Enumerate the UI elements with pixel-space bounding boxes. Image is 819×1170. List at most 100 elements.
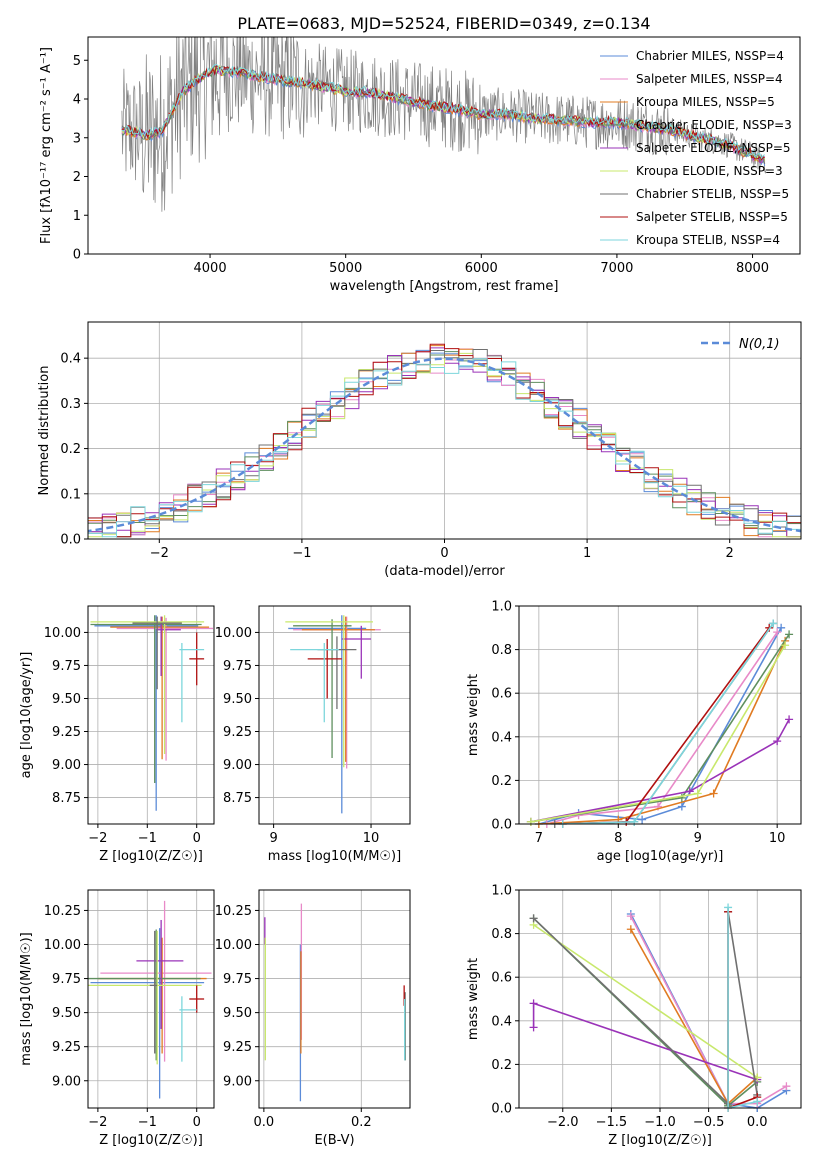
y-tick-label: 0.2 xyxy=(491,774,512,789)
plot-frame xyxy=(87,321,802,540)
y-tick-label: 9.25 xyxy=(223,1040,252,1055)
y-tick-label: 10.00 xyxy=(215,626,252,641)
y-tick-label: 9.50 xyxy=(223,1006,252,1021)
age-vs-Z-panel: −2 −1 0 8.75 9.00 9.25 9.50 9.75 10.00 Z [log10(Z… xyxy=(19,605,215,864)
weight-line xyxy=(532,1002,758,1081)
y-tick-label: 10.00 xyxy=(44,938,81,953)
spectrum-panel: 4000 5000 6000 7000 8000 0 1 2 3 4 5 Chabrier MILES… xyxy=(39,36,801,294)
x-tick-label: 8 xyxy=(614,831,622,846)
y-tick-label: 0.2 xyxy=(491,1058,512,1073)
legend-label: Chabrier ELODIE, NSSP=3 xyxy=(636,118,792,132)
x-tick-label: 7 xyxy=(535,831,543,846)
plot-frame xyxy=(518,605,802,825)
legend-label: Salpeter STELIB, NSSP=5 xyxy=(636,210,788,224)
weight-marker xyxy=(777,623,786,632)
legend-label: Kroupa MILES, NSSP=5 xyxy=(636,95,775,109)
x-tick-label: 10 xyxy=(769,831,786,846)
x-tick-label: −0.5 xyxy=(693,1115,725,1130)
plot-frame xyxy=(258,889,411,1109)
x-tick-label: 1 xyxy=(583,546,591,561)
weight-line xyxy=(630,915,787,1105)
y-tick-label: 9.00 xyxy=(52,1074,81,1089)
y-tick-label: 0.3 xyxy=(60,397,81,412)
y-tick-label: 9.25 xyxy=(223,725,252,740)
weight-marker xyxy=(782,1082,791,1091)
weight-marker xyxy=(626,912,635,921)
y-tick-label: 5 xyxy=(73,54,81,69)
weight-line xyxy=(630,928,758,1105)
age-vs-mass-panel: 9 10 8.75 9.00 9.25 9.50 9.75 10.00 mass [log10(… xyxy=(215,605,411,864)
y-tick-label: 10.25 xyxy=(44,904,81,919)
y-tick-label: 9.75 xyxy=(223,972,252,987)
weight-line xyxy=(533,924,758,1079)
x-tick-label: −2 xyxy=(150,546,169,561)
x-tick-label: −2.0 xyxy=(547,1115,579,1130)
y-tick-label: 1.0 xyxy=(491,600,512,615)
legend-label: Salpeter ELODIE, NSSP=5 xyxy=(636,141,791,155)
x-tick-label: −1 xyxy=(292,546,311,561)
weight-marker xyxy=(626,925,635,934)
x-tick-label: −1.5 xyxy=(596,1115,628,1130)
x-tick-label: 10 xyxy=(363,831,380,846)
residual-histogram xyxy=(88,358,801,538)
x-axis-label: (data-model)/error xyxy=(384,564,505,579)
y-tick-label: 0.0 xyxy=(491,1102,512,1117)
legend-label: Kroupa STELIB, NSSP=4 xyxy=(636,233,780,247)
legend-label: Chabrier STELIB, NSSP=5 xyxy=(636,187,789,201)
y-tick-label: 8.75 xyxy=(223,791,252,806)
weight-marker xyxy=(773,628,782,637)
legend-label: Chabrier MILES, NSSP=4 xyxy=(636,49,784,63)
y-tick-label: 9.50 xyxy=(223,692,252,707)
y-tick-label: 1.0 xyxy=(491,884,512,899)
y-tick-label: 9.00 xyxy=(223,1074,252,1089)
weight-marker xyxy=(685,787,694,796)
x-tick-label: 0 xyxy=(193,831,201,846)
x-tick-label: 0 xyxy=(440,546,448,561)
weight-marker xyxy=(677,793,686,802)
y-tick-label: 0.0 xyxy=(491,818,512,833)
y-tick-label: 0.4 xyxy=(60,352,81,367)
x-axis-label: Z [log10(Z/Z☉)] xyxy=(99,1133,203,1148)
y-tick-label: 4 xyxy=(73,93,81,108)
normal-curve xyxy=(88,357,801,533)
x-tick-label: 0 xyxy=(193,1115,201,1130)
y-tick-label: 0.2 xyxy=(60,442,81,457)
x-tick-label: 9 xyxy=(269,831,277,846)
weight-marker xyxy=(709,789,718,798)
y-tick-label: 10.25 xyxy=(215,904,252,919)
x-tick-label: 0.0 xyxy=(254,1115,275,1130)
weight-line xyxy=(530,719,790,823)
y-tick-label: 10.00 xyxy=(44,626,81,641)
y-tick-label: 9.00 xyxy=(52,758,81,773)
x-tick-label: 8000 xyxy=(736,261,769,276)
mass-vs-Z-panel: −2 −1 0 9.00 9.25 9.50 9.75 10.00 10.25 Z [log10(… xyxy=(19,889,215,1148)
weight-marker xyxy=(529,914,538,923)
x-tick-label: −1 xyxy=(138,831,157,846)
x-tick-label: −1 xyxy=(138,1115,157,1130)
y-tick-label: 8.75 xyxy=(52,791,81,806)
legend-label: Kroupa ELODIE, NSSP=3 xyxy=(636,164,783,178)
x-tick-label: 5000 xyxy=(329,261,362,276)
weight-line xyxy=(533,911,758,1106)
y-tick-label: 9.50 xyxy=(52,1006,81,1021)
y-axis-label: Normed distribution xyxy=(37,366,52,496)
x-tick-label: 0.0 xyxy=(747,1115,768,1130)
x-axis-label: age [log10(age/yr)] xyxy=(597,849,724,864)
weight-marker xyxy=(677,802,686,811)
weight-line xyxy=(546,631,778,824)
weight-marker xyxy=(773,737,782,746)
weight-marker xyxy=(638,815,647,824)
y-tick-label: 9.75 xyxy=(223,659,252,674)
weight-marker xyxy=(753,1097,762,1106)
y-tick-label: 0.4 xyxy=(491,730,512,745)
x-axis-label: E(B-V) xyxy=(314,1133,354,1148)
plot-frame xyxy=(87,889,215,1109)
y-tick-label: 0 xyxy=(73,248,81,263)
y-tick-label: 9.75 xyxy=(52,972,81,987)
y-axis-label: age [log10(age/yr)] xyxy=(19,652,34,779)
legend-label: Salpeter MILES, NSSP=4 xyxy=(636,72,783,86)
y-tick-label: 0.8 xyxy=(491,643,512,658)
model-spectrum-line xyxy=(121,65,766,165)
residuals-panel: −2 −1 0 1 2 0.0 0.1 0.2 0.3 0.4 N(0,1) (data-model)… xyxy=(37,321,802,579)
